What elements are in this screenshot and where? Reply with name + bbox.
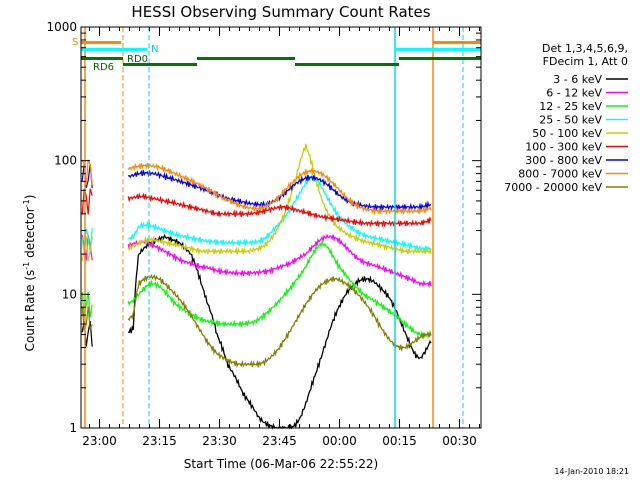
rd0-flag-label: RD0	[127, 54, 148, 65]
series-5-line	[127, 143, 432, 256]
y-tick-label: 1000	[46, 20, 77, 34]
series-1	[81, 233, 432, 430]
legend-label: 800 - 7000 keV	[518, 168, 602, 181]
x-tick-label: 00:15	[382, 434, 417, 448]
series-7-line	[128, 169, 432, 212]
series-6-start-segment	[81, 188, 93, 215]
x-axis-label: Start Time (06-Mar-06 22:55:22)	[184, 457, 378, 471]
legend-label: 100 - 300 keV	[525, 141, 602, 154]
night-flag-bar-2	[395, 48, 481, 51]
rd0-flag-bar	[123, 63, 197, 66]
rd6-flag-label: RD6	[93, 62, 114, 73]
legend-label: 3 - 6 keV	[553, 73, 602, 86]
x-tick-label: 00:30	[442, 434, 477, 448]
legend-header-2: FDecim 1, Att 0	[543, 55, 628, 68]
axis-layer: 1 10 100 1000 23:00 23:15 23:30 23:45 00:00 00:15…	[46, 20, 482, 448]
rd0-flag-bar-2	[295, 63, 399, 66]
saa-flag-bar-2	[433, 41, 481, 44]
night-flag-bar	[81, 48, 147, 51]
series-2-line	[127, 233, 432, 289]
series-8-line	[127, 162, 432, 216]
saa-flag-bar	[81, 41, 121, 44]
x-tick-label: 23:30	[202, 434, 237, 448]
legend-label: 6 - 12 keV	[546, 87, 602, 100]
legend-header-1: Det 1,3,4,5,6,9,	[542, 42, 628, 55]
series-8-start-segment	[81, 159, 93, 186]
series-3-start-segment	[81, 291, 93, 318]
series-3	[81, 239, 432, 339]
rd6-flag-bar-2	[197, 57, 295, 60]
x-tick-label: 00:00	[322, 434, 357, 448]
series-9-line	[127, 273, 432, 368]
legend-label: 300 - 800 keV	[525, 154, 602, 167]
night-flag-label: N	[151, 44, 158, 55]
saa-flag-label: S	[72, 37, 78, 48]
series-8	[81, 159, 432, 216]
y-tick-label: 10	[62, 287, 77, 301]
series-1-line	[128, 233, 432, 430]
timestamp: 14-Jan-2010 18:21	[554, 467, 629, 476]
series-9-start-segment	[81, 306, 93, 332]
rd6-flag-bar	[81, 57, 123, 60]
series-layer	[81, 143, 432, 430]
y-tick-label: 100	[54, 154, 77, 168]
legend-label: 50 - 100 keV	[532, 127, 602, 140]
chart-title: HESSI Observing Summary Count Rates	[131, 3, 430, 21]
plot-frame	[80, 26, 482, 429]
x-tick-label: 23:00	[82, 434, 117, 448]
rd6-flag-bar-3	[399, 57, 481, 60]
series-9	[81, 273, 432, 368]
series-5-start-segment	[81, 236, 93, 262]
y-axis-label: Count Rate (s-1 detector-1)	[22, 195, 37, 352]
series-6	[81, 188, 432, 228]
y-tick-label: 1	[69, 421, 77, 435]
legend-label: 25 - 50 keV	[539, 114, 602, 127]
series-6-line	[127, 192, 432, 228]
x-tick-label: 23:45	[262, 434, 297, 448]
legend-label: 7000 - 20000 keV	[504, 181, 602, 194]
x-tick-label: 23:15	[142, 434, 177, 448]
series-5	[81, 143, 432, 262]
legend-label: 12 - 25 keV	[539, 100, 602, 113]
series-3-line	[127, 239, 432, 339]
